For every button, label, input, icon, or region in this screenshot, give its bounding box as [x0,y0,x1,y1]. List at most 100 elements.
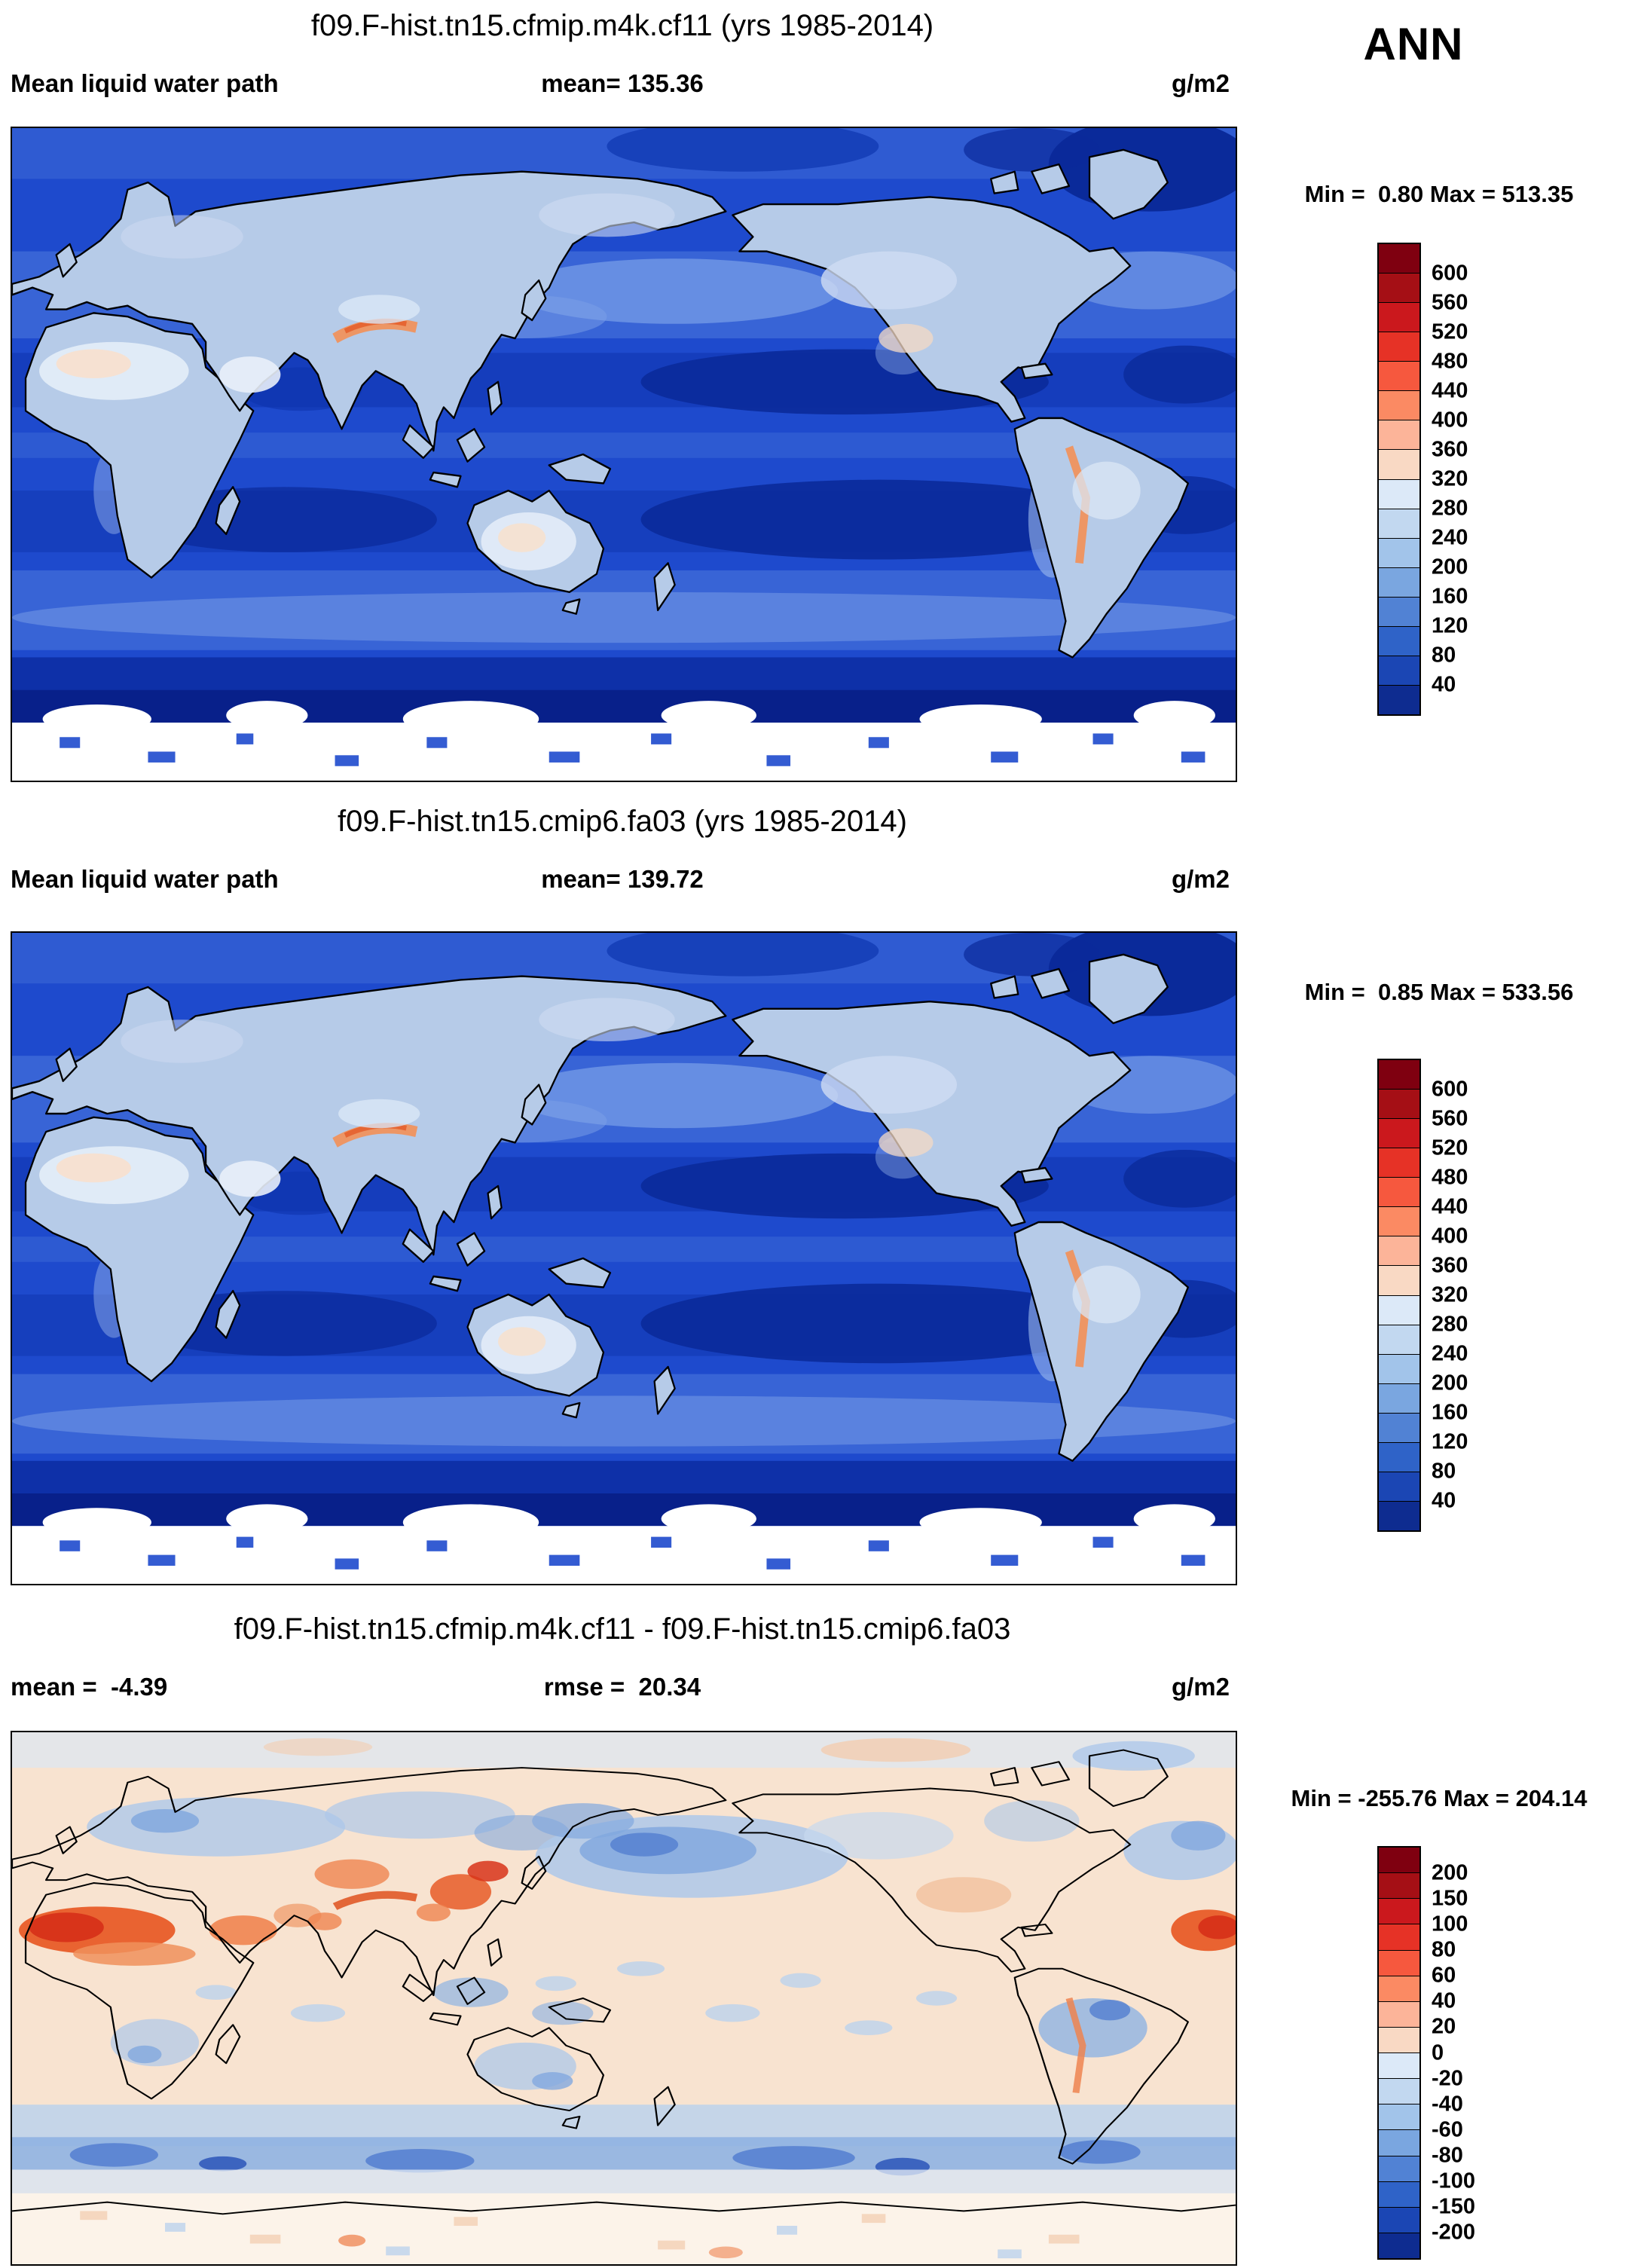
colorbar-tick-label: 440 [1432,1194,1468,1219]
colorbar-segment [1379,1441,1419,1472]
map-difference [11,1731,1237,2266]
colorbar-tick-label: -40 [1432,2092,1463,2117]
map-case2 [11,931,1237,1585]
colorbar-segment [1379,2053,1419,2079]
panel-difference: f09.F-hist.tn15.cfmip.m4k.cf11 - f09.F-h… [0,1603,1644,2268]
colorbar-tick-label: 520 [1432,319,1468,344]
colorbar-segment [1379,2129,1419,2156]
colorbar-segment [1379,1118,1419,1148]
colorbar-tick-label: 320 [1432,466,1468,491]
colorbar-segment [1379,1471,1419,1501]
mean-stat: mean = -4.39 [11,1673,168,1701]
colorbar-tick-label: 320 [1432,1282,1468,1307]
colorbar-segment [1379,1848,1419,1873]
colorbar-tick-label: 160 [1432,584,1468,609]
colorbar-segment [1379,332,1419,362]
panel-subheader: Mean liquid water path mean= 135.36 g/m2 [11,69,1234,104]
colorbar-segment [1379,1060,1419,1090]
colorbar-segment [1379,1236,1419,1266]
units-label: g/m2 [1171,865,1230,893]
colorbar-tick-label: 400 [1432,1224,1468,1249]
colorbar-tick-label: -100 [1432,2169,1476,2193]
panel-subheader: Mean liquid water path mean= 139.72 g/m2 [11,865,1234,900]
colorbar-tick-label: 400 [1432,408,1468,433]
colorbar-segment [1379,1353,1419,1383]
colorbar-tick-label: 150 [1432,1886,1468,1911]
colorbar-segment [1379,2232,1419,2258]
colorbar-segment [1379,420,1419,450]
minmax-stat: Min = 0.80 Max = 513.35 [1304,181,1574,207]
panel-title: f09.F-hist.tn15.cmip6.fa03 (yrs 1985-201… [338,805,907,838]
colorbar-tick-label: 80 [1432,1937,1456,1962]
colorbar-tick-label: 600 [1432,1077,1468,1102]
colorbar-tick-label: 40 [1432,1988,1456,2013]
colorbar-segment [1379,2104,1419,2130]
map-case1 [11,127,1237,782]
mean-stat: mean= 135.36 [541,69,704,97]
colorbar-segment [1379,2181,1419,2207]
colorbar-tick-label: 60 [1432,1963,1456,1988]
colorbar-segment [1379,1500,1419,1530]
colorbar-segment [1379,508,1419,538]
colorbar: 200 150 100 80 60 40 20 0 -20 -40 -60 -80 -100 -150 -2… [1377,1846,1475,2260]
minmax-stat: Min = 0.85 Max = 533.56 [1304,979,1574,1005]
panel-case1: f09.F-hist.tn15.cfmip.m4k.cf11 (yrs 1985… [0,0,1644,796]
colorbar: 600 560 520 480 440 400 360 320 280 240 200 160 120 8… [1377,243,1468,716]
colorbar-segment [1379,537,1419,567]
colorbar-segment [1379,1872,1419,1899]
colorbar-segment [1379,244,1419,274]
colorbar-segment [1379,655,1419,685]
colorbar: 600 560 520 480 440 400 360 320 280 240 200 160 120 8… [1377,1059,1468,1532]
colorbar-segment [1379,449,1419,479]
colorbar-tick-label: 560 [1432,290,1468,315]
colorbar-tick-label: 280 [1432,1312,1468,1337]
colorbar-segment [1379,1206,1419,1236]
season-label: ANN [1363,19,1464,69]
colorbar-segment [1379,684,1419,714]
units-label: g/m2 [1171,1673,1230,1701]
colorbar-segment [1379,478,1419,509]
colorbar-segment [1379,2206,1419,2233]
panel-case2: f09.F-hist.tn15.cmip6.fa03 (yrs 1985-201… [0,796,1644,1603]
colorbar-segment [1379,1177,1419,1207]
colorbar-tick-label: -80 [1432,2143,1463,2168]
variable-label: Mean liquid water path [11,69,279,97]
colorbar-tick-label: -20 [1432,2066,1463,2091]
colorbar-segment [1379,1924,1419,1950]
colorbar-segment [1379,1148,1419,1178]
panel-title: f09.F-hist.tn15.cfmip.m4k.cf11 - f09.F-h… [234,1612,1011,1646]
colorbar-tick-label: 520 [1432,1136,1468,1160]
mean-stat: mean= 139.72 [541,865,704,893]
colorbar-tick-label: 80 [1432,643,1456,668]
colorbar-tick-label: 480 [1432,349,1468,374]
colorbar-segment [1379,2001,1419,2027]
colorbar-segment [1379,1294,1419,1325]
colorbar-tick-label: -150 [1432,2194,1476,2219]
colorbar-segment [1379,567,1419,597]
colorbar-segment [1379,390,1419,420]
colorbar-segment [1379,273,1419,303]
colorbar-segment [1379,1383,1419,1413]
colorbar-segment [1379,1949,1419,1976]
rmse-stat: rmse = 20.34 [543,1673,701,1701]
colorbar-tick-label: 600 [1432,261,1468,286]
colorbar-segment [1379,2026,1419,2053]
colorbar-tick-label: 240 [1432,525,1468,550]
colorbar-tick-label: 120 [1432,1429,1468,1454]
colorbar-tick-label: 40 [1432,672,1456,697]
colorbar-tick-label: 200 [1432,1860,1468,1885]
colorbar-segment [1379,302,1419,332]
colorbar-segment [1379,1265,1419,1295]
colorbar-tick-label: 160 [1432,1400,1468,1425]
colorbar-tick-label: 120 [1432,613,1468,638]
colorbar-segment [1379,1975,1419,2001]
minmax-stat: Min = -255.76 Max = 204.14 [1291,1785,1587,1811]
colorbar-tick-label: 240 [1432,1341,1468,1366]
colorbar-tick-label: 360 [1432,437,1468,462]
colorbar-tick-label: 200 [1432,1371,1468,1395]
units-label: g/m2 [1171,69,1230,97]
colorbar-segment [1379,1898,1419,1924]
colorbar-tick-label: 40 [1432,1488,1456,1513]
colorbar-tick-label: 360 [1432,1253,1468,1278]
